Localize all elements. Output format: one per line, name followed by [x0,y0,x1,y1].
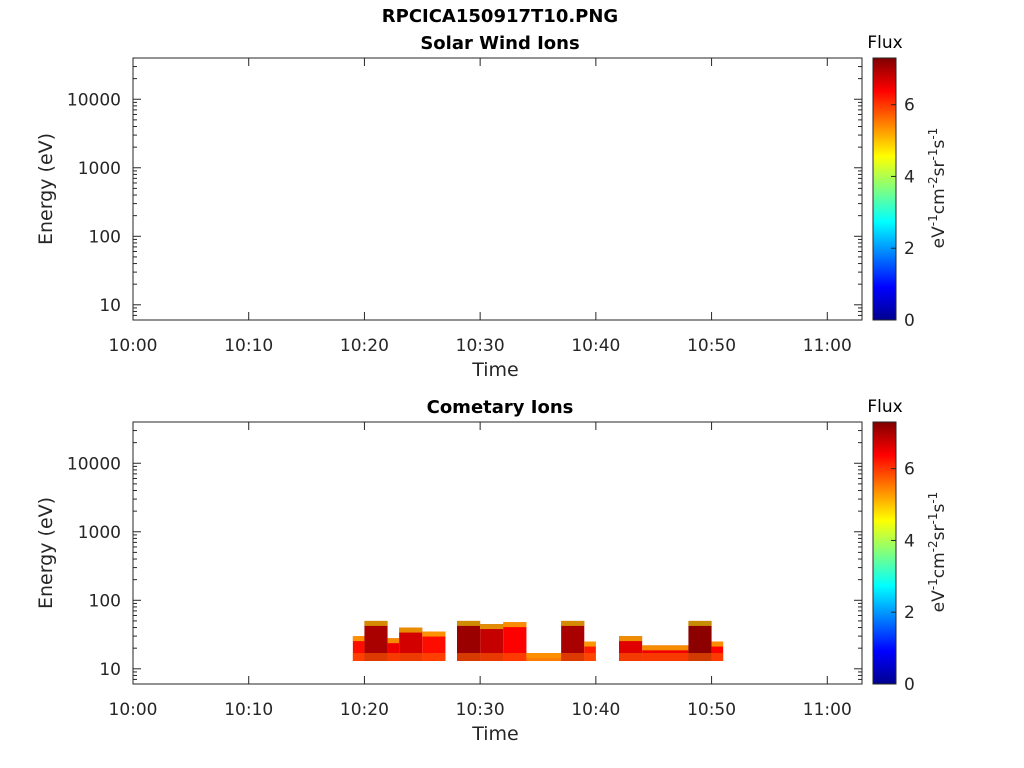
colorbar-tick-label: 6 [904,96,915,116]
colorbar-tick-label: 6 [904,460,915,480]
colorbar-tick-label: 0 [904,311,915,331]
heatmap-cell-edge [399,627,423,633]
x-tick-label: 10:10 [224,700,273,720]
colorbar-unit-label: eV-1cm-2sr-1s-1 [926,128,949,249]
heatmap-cell [480,624,504,661]
y-axis-label: Energy (eV) [35,497,57,609]
heatmap-cell-low [480,653,504,661]
heatmap-cell-low [619,653,643,661]
heatmap-cell [711,641,724,661]
colorbar-tick-label: 0 [904,675,915,695]
x-tick-label: 10:30 [456,336,505,356]
y-tick-label: 100 [89,227,121,247]
heatmap-cell [399,627,423,661]
heatmap-cell-low [526,653,562,661]
heatmap-cell-low [352,653,365,661]
x-tick-label: 10:40 [571,700,620,720]
heatmap-cell [503,622,527,661]
y-tick-label: 10000 [67,90,121,110]
heatmap-cell-low [642,653,689,661]
y-tick-label: 1000 [78,523,121,543]
colorbar-tick-label: 2 [904,603,915,623]
panel-2: 10 100 1000 10000 10:00 10:10 10:20 10:30 10:40 1… [35,397,949,745]
x-tick-label: 10:50 [687,700,736,720]
heatmap-cell-edge [584,641,596,647]
heatmap-cell-edge [457,620,481,626]
heatmap-cell-edge [503,622,527,628]
heatmap-cell-low [422,653,446,661]
heatmap-cell [364,620,388,661]
x-tick-label: 10:00 [109,336,158,356]
colorbar-tick-label: 4 [904,167,915,187]
heatmap-cell-edge [387,638,400,644]
heatmap-cell [457,620,481,661]
y-tick-label: 10 [99,296,121,316]
y-tick-label: 10000 [67,454,121,474]
heatmap-cell [387,638,400,661]
heatmap-cell-low [711,653,724,661]
y-tick-label: 10 [99,660,121,680]
x-axis-label: Time [471,723,519,745]
x-tick-label: 10:50 [687,336,736,356]
heatmap-cell-edge [422,631,446,637]
x-tick-label: 10:20 [340,700,389,720]
y-tick-label: 1000 [78,159,121,179]
colorbar-title: Flux [867,397,902,417]
panel-title: Cometary Ions [427,397,574,418]
x-tick-label: 10:10 [224,336,273,356]
axes-frame [132,421,863,685]
heatmap-cell-edge [352,636,365,642]
x-axis-label: Time [471,359,519,381]
heatmap-cell-low [584,653,596,661]
heatmap-cell-edge [480,624,504,630]
colorbar [872,57,897,321]
heatmap-cell-low [387,653,400,661]
heatmap-cell-low [457,653,481,661]
x-tick-label: 10:40 [571,336,620,356]
axes-frame [132,57,863,321]
heatmap-cell-edge [561,620,585,626]
heatmap-cell-edge [711,641,724,647]
colorbar-tick-label: 2 [904,239,915,259]
heatmap-cell-low [561,653,585,661]
colorbar [872,421,897,685]
x-tick-label: 11:00 [803,336,852,356]
x-tick-label: 10:00 [109,700,158,720]
heatmap-cell-edge [642,645,689,651]
heatmap-cell [688,620,712,661]
heatmap-cell-edge [619,636,643,642]
colorbar-title: Flux [867,33,902,53]
figure-title: RPCICA150917T10.PNG [381,6,619,27]
panel-1: 10 100 1000 10000 10:00 10:10 10:20 10:30 10:40 1… [35,33,949,381]
heatmap-cell-low [364,653,388,661]
panel-title: Solar Wind Ions [420,33,579,54]
x-tick-label: 11:00 [803,700,852,720]
heatmap-cell [561,620,585,661]
heatmap-cell [352,636,365,661]
heatmap-cell-low [503,653,527,661]
heatmap-cell-edge [688,620,712,626]
y-axis-label: Energy (eV) [35,133,57,245]
y-tick-label: 100 [89,591,121,611]
x-tick-label: 10:30 [456,700,505,720]
heatmap-cell [584,641,596,661]
colorbar-unit-label: eV-1cm-2sr-1s-1 [926,492,949,613]
x-tick-label: 10:20 [340,336,389,356]
colorbar-tick-label: 4 [904,531,915,551]
heatmap-cell-low [688,653,712,661]
heatmap-cell-edge [364,620,388,626]
heatmap-cell-low [399,653,423,661]
